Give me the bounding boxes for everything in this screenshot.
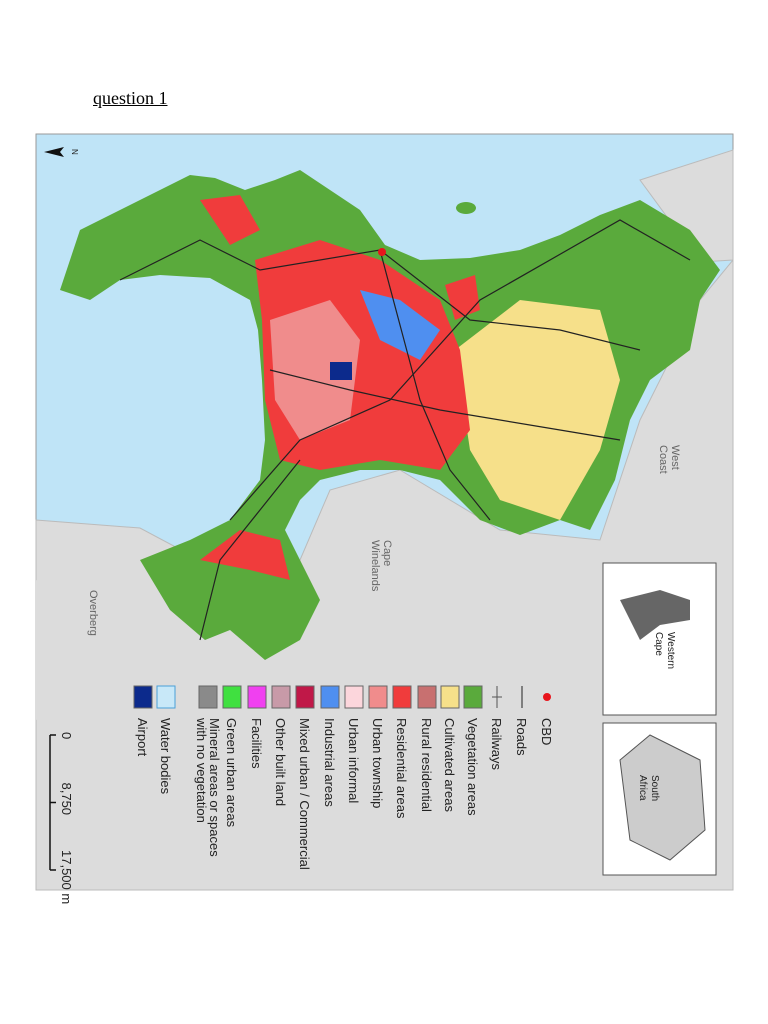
legend-label: with no vegetation xyxy=(194,717,209,823)
inset-region xyxy=(620,590,690,640)
legend-swatch xyxy=(440,685,460,709)
legend-label: Airport xyxy=(135,718,150,757)
island xyxy=(456,202,476,214)
inset-label: Cape xyxy=(653,632,664,656)
legend-label: Mixed urban / Commercial xyxy=(297,718,312,870)
legend-swatch xyxy=(222,685,242,709)
legend-swatch xyxy=(320,685,340,709)
inset-label: Africa xyxy=(637,775,648,801)
legend-label: CBD xyxy=(539,718,554,745)
place-label: Cape xyxy=(381,540,393,566)
place-label: Overberg xyxy=(87,590,99,636)
legend-label: Mineral areas or spaces xyxy=(207,718,222,857)
airport xyxy=(330,362,352,380)
question-title: question 1 xyxy=(93,88,168,108)
legend-swatch xyxy=(271,685,291,709)
legend-label: Urban township xyxy=(370,718,385,808)
residential xyxy=(445,275,480,320)
legend-swatch xyxy=(463,685,483,709)
legend-label: Green urban areas xyxy=(224,718,239,828)
legend-swatch xyxy=(344,685,364,709)
residential xyxy=(200,195,260,245)
scale-label: 17,500 m xyxy=(59,850,74,904)
legend-label: Other built land xyxy=(273,718,288,806)
land xyxy=(36,580,70,720)
legend-label: Industrial areas xyxy=(322,718,337,807)
residential xyxy=(200,530,290,580)
legend-swatch xyxy=(247,685,267,709)
township xyxy=(270,300,360,440)
north-label: N xyxy=(70,149,79,155)
legend-label: Facilities xyxy=(249,718,264,769)
legend-label: Rural residential xyxy=(419,718,434,812)
legend-swatch xyxy=(295,685,315,709)
inset-label: Western xyxy=(665,632,676,669)
cbd xyxy=(378,248,386,256)
legend-symbol xyxy=(543,693,551,701)
inset-label: South xyxy=(649,775,660,801)
legend-label: Railways xyxy=(489,718,504,771)
legend-label: Vegetation areas xyxy=(465,718,480,816)
scale-label: 8,750 xyxy=(59,783,74,816)
legend-swatch xyxy=(392,685,412,709)
place-label: Coast xyxy=(657,445,669,474)
cultivated xyxy=(455,300,620,520)
inset-country xyxy=(619,734,706,861)
place-label: Winelands xyxy=(369,540,381,592)
legend-label: Residential areas xyxy=(394,718,409,819)
legend-swatch xyxy=(198,685,218,709)
legend-swatch xyxy=(156,685,176,709)
legend-swatch xyxy=(133,685,153,709)
legend-label: Urban informal xyxy=(346,718,361,803)
legend-label: Water bodies xyxy=(158,718,173,795)
place-label: West xyxy=(669,445,681,470)
legend-swatch xyxy=(417,685,437,709)
inset xyxy=(602,562,717,716)
legend-label: Roads xyxy=(514,718,529,756)
north-arrow xyxy=(44,147,64,157)
scale-label: 0 xyxy=(59,732,74,739)
legend-swatch xyxy=(368,685,388,709)
legend-label: Cultivated areas xyxy=(442,718,457,812)
